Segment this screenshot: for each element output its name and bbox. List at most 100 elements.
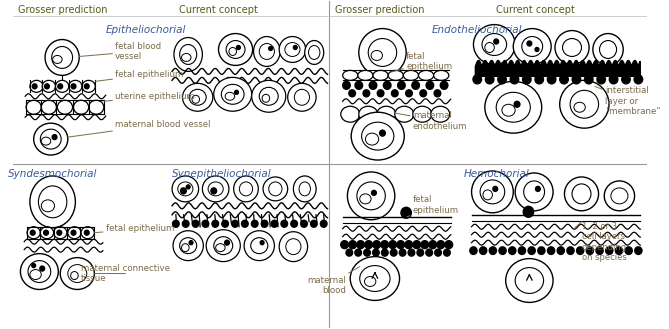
Ellipse shape [560,80,609,128]
Circle shape [426,249,432,256]
Circle shape [572,75,581,84]
Circle shape [58,84,63,89]
Circle shape [405,90,412,97]
Text: Syndesmochorial: Syndesmochorial [8,169,97,179]
Ellipse shape [215,244,225,252]
Ellipse shape [285,42,300,57]
Ellipse shape [41,100,56,114]
Ellipse shape [365,133,379,145]
Ellipse shape [563,38,581,57]
Ellipse shape [513,29,551,64]
Circle shape [84,84,89,89]
Circle shape [499,247,506,254]
Ellipse shape [181,54,191,62]
Ellipse shape [377,106,396,122]
Circle shape [349,90,355,97]
Ellipse shape [357,182,385,210]
Ellipse shape [229,47,237,56]
Text: maternal
blood: maternal blood [308,266,360,295]
Ellipse shape [178,182,193,196]
Ellipse shape [260,43,274,60]
Ellipse shape [365,277,376,287]
Circle shape [40,266,45,271]
Circle shape [494,39,498,44]
Ellipse shape [299,182,310,196]
Ellipse shape [206,230,240,262]
Text: fetal epithelium: fetal epithelium [95,70,183,81]
Text: interstitial
layer or
"membrane": interstitial layer or "membrane" [595,86,661,116]
Ellipse shape [214,77,252,111]
Ellipse shape [38,186,67,218]
Circle shape [45,84,50,89]
Ellipse shape [192,95,199,103]
Circle shape [383,81,391,89]
Circle shape [363,90,370,97]
Ellipse shape [203,176,229,202]
Circle shape [310,220,317,227]
Circle shape [514,101,520,107]
Ellipse shape [419,70,434,80]
Ellipse shape [524,181,545,203]
Ellipse shape [341,106,360,122]
Circle shape [237,45,240,49]
Ellipse shape [522,37,543,57]
Circle shape [57,230,62,235]
Circle shape [369,81,377,89]
Ellipse shape [347,172,395,220]
Ellipse shape [180,44,197,64]
Ellipse shape [351,257,399,300]
Circle shape [585,75,593,84]
Ellipse shape [474,25,515,64]
Text: fetal epithelium: fetal epithelium [94,224,174,233]
Circle shape [586,247,593,254]
Text: maternal
endothelium: maternal endothelium [396,112,468,131]
Text: maternal blood vessel: maternal blood vessel [68,120,211,137]
Circle shape [397,81,405,89]
Text: fetal
epithelium: fetal epithelium [390,52,452,72]
Ellipse shape [288,83,316,111]
Text: Synepitheliochorial: Synepitheliochorial [171,169,271,179]
Circle shape [390,249,397,256]
Circle shape [518,247,526,254]
Circle shape [535,75,543,84]
Ellipse shape [434,70,449,80]
Circle shape [389,241,397,249]
Ellipse shape [260,87,278,105]
Ellipse shape [574,102,585,112]
Circle shape [341,241,349,249]
Ellipse shape [599,40,617,59]
Circle shape [528,247,535,254]
Circle shape [401,207,411,218]
Ellipse shape [305,40,324,64]
Circle shape [535,47,539,51]
Circle shape [235,90,238,94]
Text: Current concept: Current concept [179,5,258,15]
Circle shape [635,247,642,254]
Ellipse shape [263,177,288,201]
Circle shape [426,81,434,89]
Ellipse shape [286,239,301,255]
Circle shape [522,75,531,84]
Ellipse shape [395,106,413,122]
Circle shape [186,185,190,189]
Circle shape [355,249,361,256]
Circle shape [84,230,89,235]
Ellipse shape [27,227,40,239]
Circle shape [445,241,453,249]
Circle shape [379,130,385,136]
Circle shape [271,220,278,227]
Circle shape [486,75,494,84]
Ellipse shape [482,34,506,56]
Ellipse shape [189,89,206,105]
Circle shape [435,249,442,256]
Ellipse shape [251,238,268,254]
Circle shape [181,188,186,194]
Ellipse shape [572,184,591,204]
Circle shape [346,249,353,256]
Ellipse shape [41,137,51,145]
Ellipse shape [351,112,404,160]
Circle shape [189,241,193,245]
Circle shape [281,220,288,227]
Ellipse shape [565,177,599,211]
Ellipse shape [506,259,553,302]
